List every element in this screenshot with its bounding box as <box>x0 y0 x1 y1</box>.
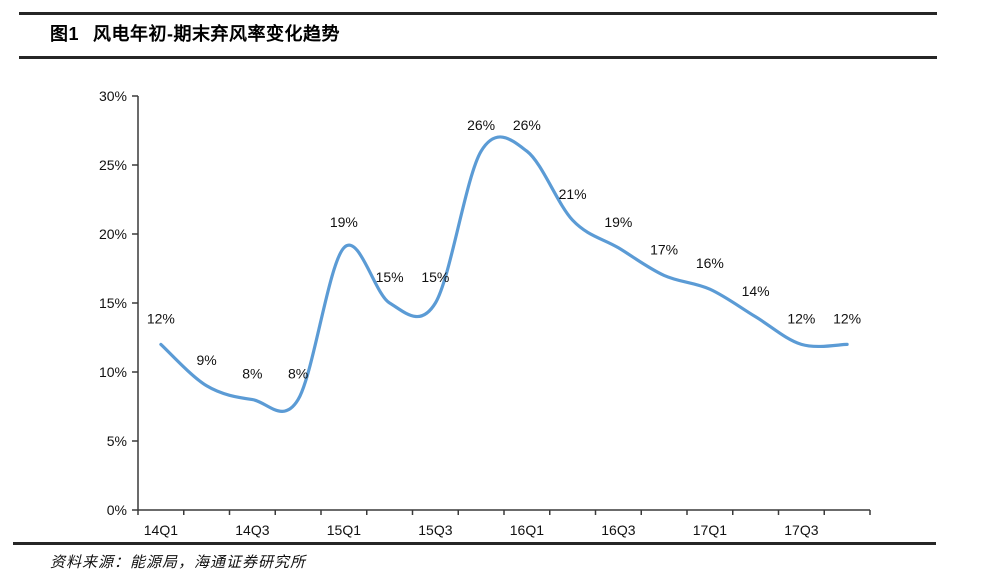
y-tick-label: 5% <box>107 433 127 449</box>
data-label: 19% <box>604 214 632 230</box>
data-label: 14% <box>742 283 770 299</box>
x-tick-label: 15Q1 <box>327 522 361 538</box>
x-tick-label: 16Q3 <box>601 522 635 538</box>
data-label: 17% <box>650 241 678 257</box>
data-label: 19% <box>330 214 358 230</box>
x-tick-label: 14Q1 <box>144 522 178 538</box>
x-tick-label: 17Q1 <box>693 522 727 538</box>
data-label: 12% <box>787 310 815 326</box>
data-label: 15% <box>376 269 404 285</box>
data-label: 12% <box>147 310 175 326</box>
y-tick-label: 15% <box>99 295 127 311</box>
header-bottom-rule <box>19 56 937 59</box>
figure-title: 风电年初-期末弃风率变化趋势 <box>93 24 341 44</box>
x-tick-label: 17Q3 <box>784 522 818 538</box>
x-tick-label: 16Q1 <box>510 522 544 538</box>
data-label: 26% <box>467 117 495 133</box>
data-label: 12% <box>833 310 861 326</box>
y-tick-label: 25% <box>99 157 127 173</box>
header-top-rule <box>19 12 937 15</box>
y-tick-label: 30% <box>99 88 127 104</box>
data-label: 9% <box>197 352 217 368</box>
source-note: 资料来源：能源局，海通证券研究所 <box>50 554 307 571</box>
data-label: 21% <box>559 186 587 202</box>
figure-number: 图1 <box>50 24 80 44</box>
data-label: 16% <box>696 255 724 271</box>
y-tick-label: 10% <box>99 364 127 380</box>
data-label: 15% <box>421 269 449 285</box>
data-label: 8% <box>242 366 262 382</box>
trend-line <box>159 135 849 413</box>
footer-rule <box>13 542 936 545</box>
y-tick-label: 20% <box>99 226 127 242</box>
data-label: 8% <box>288 366 308 382</box>
figure-header: 图1 风电年初-期末弃风率变化趋势 <box>50 20 340 46</box>
x-tick-label: 15Q3 <box>418 522 452 538</box>
x-tick-label: 14Q3 <box>235 522 269 538</box>
data-label: 26% <box>513 117 541 133</box>
y-tick-label: 0% <box>107 502 127 518</box>
